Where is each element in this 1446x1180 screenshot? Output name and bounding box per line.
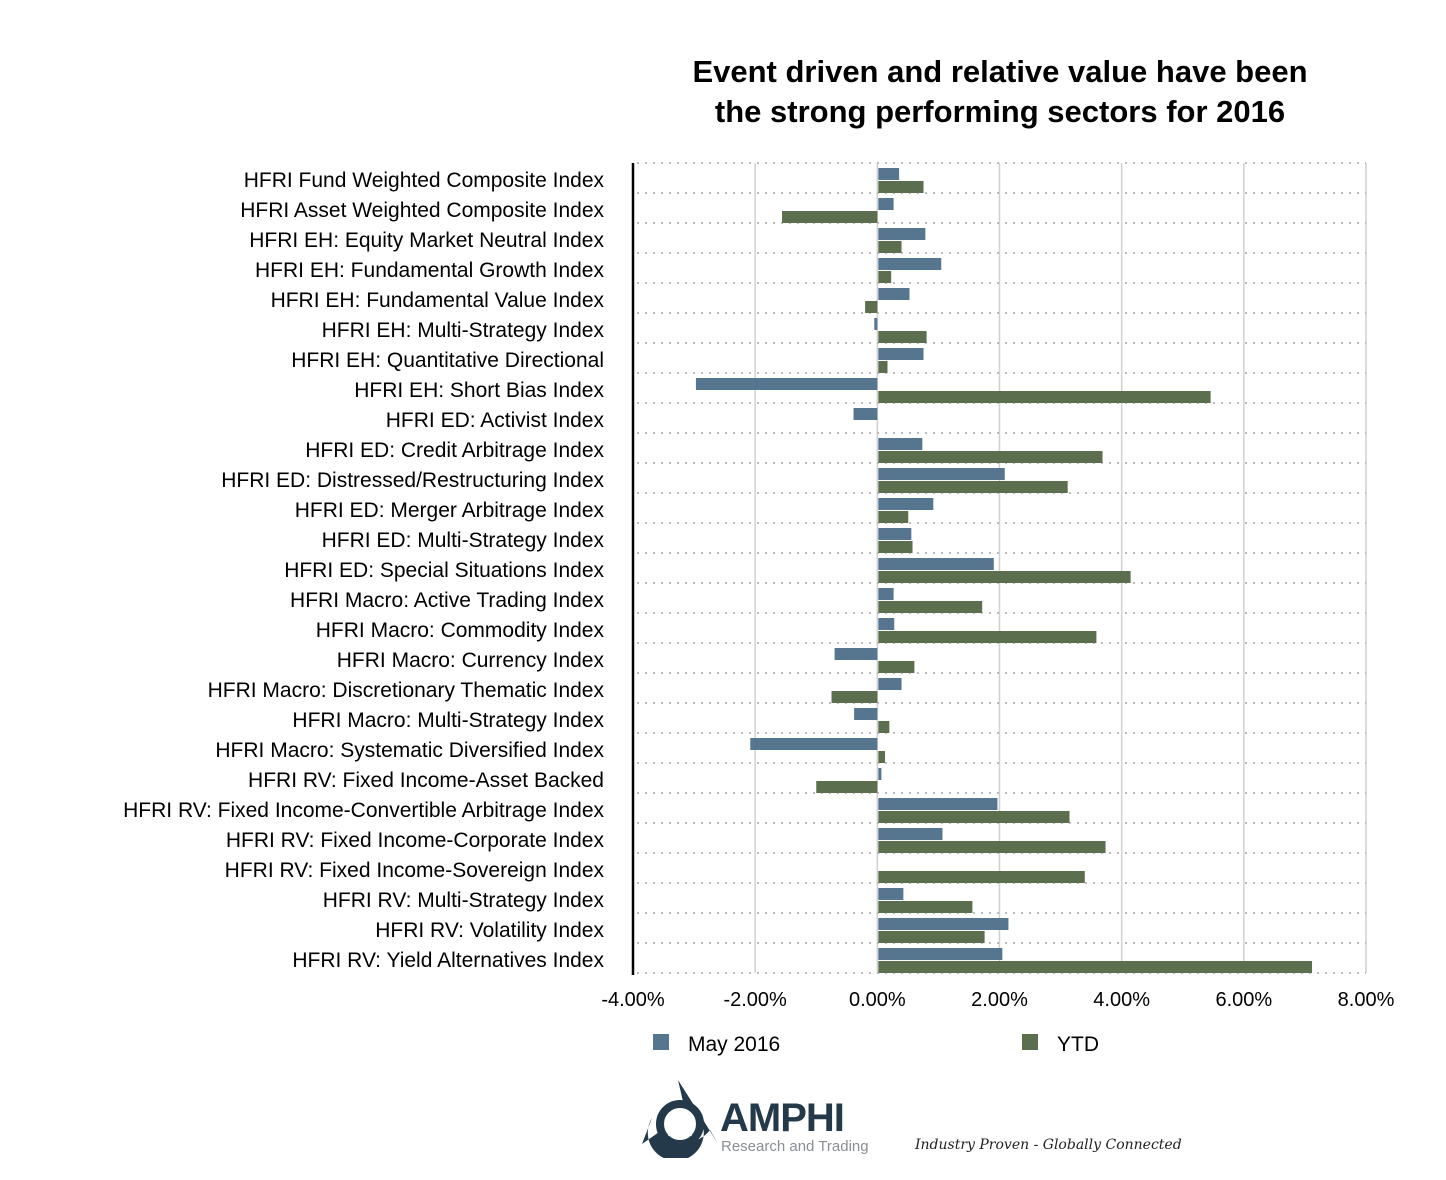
title-line-2: the strong performing sectors for 2016 xyxy=(714,94,1286,129)
legend-swatch xyxy=(1022,1034,1038,1050)
category-label: HFRI ED: Merger Arbitrage Index xyxy=(295,499,605,522)
bar-ytd xyxy=(878,241,902,253)
legend-label: May 2016 xyxy=(688,1033,780,1056)
x-tick-label: -4.00% xyxy=(601,989,665,1011)
bar-ytd xyxy=(878,841,1106,853)
x-tick-label: -2.00% xyxy=(723,989,787,1011)
category-label: HFRI RV: Fixed Income-Asset Backed xyxy=(248,769,604,792)
category-label: HFRI RV: Fixed Income-Convertible Arbitr… xyxy=(123,799,604,822)
x-tick-label: 2.00% xyxy=(971,989,1028,1011)
category-label: HFRI EH: Equity Market Neutral Index xyxy=(249,229,604,252)
category-label: HFRI RV: Fixed Income-Sovereign Index xyxy=(225,859,605,882)
bar-ytd xyxy=(878,451,1103,463)
bar-may xyxy=(878,168,900,180)
chart-title: Event driven and relative value have bee… xyxy=(600,52,1400,132)
bar-may xyxy=(853,408,878,420)
category-label: HFRI RV: Volatility Index xyxy=(375,919,604,942)
category-label: HFRI Macro: Multi-Strategy Index xyxy=(292,709,604,732)
bar-may xyxy=(878,948,1003,960)
bar-may xyxy=(878,228,926,240)
bar-ytd xyxy=(878,661,915,673)
bar-ytd xyxy=(878,271,892,283)
bar-may xyxy=(878,528,912,540)
bar-ytd xyxy=(878,571,1131,583)
logo-subtitle: Research and Trading xyxy=(721,1138,869,1155)
bar-may xyxy=(878,798,998,810)
bar-ytd xyxy=(878,721,890,733)
bar-ytd xyxy=(878,181,924,193)
bar-may xyxy=(878,588,894,600)
bar-may xyxy=(878,468,1005,480)
category-label: HFRI Fund Weighted Composite Index xyxy=(244,169,605,192)
category-label: HFRI ED: Multi-Strategy Index xyxy=(322,529,605,552)
bar-may xyxy=(878,918,1009,930)
bar-may xyxy=(878,288,910,300)
x-tick-label: 6.00% xyxy=(1215,989,1272,1011)
category-label: HFRI Asset Weighted Composite Index xyxy=(240,199,604,222)
category-label: HFRI EH: Short Bias Index xyxy=(354,379,604,402)
bar-ytd xyxy=(878,601,983,613)
bar-ytd xyxy=(878,361,888,373)
bar-may xyxy=(878,498,934,510)
bar-ytd xyxy=(878,961,1313,973)
bar-may xyxy=(878,198,894,210)
category-label: HFRI ED: Special Situations Index xyxy=(284,559,604,582)
bar-may xyxy=(878,888,904,900)
bar-ytd xyxy=(782,211,878,223)
bar-may xyxy=(874,318,878,330)
bar-may xyxy=(878,438,923,450)
bar-ytd xyxy=(878,631,1097,643)
category-label: HFRI Macro: Systematic Diversified Index xyxy=(215,739,604,762)
category-label: HFRI RV: Multi-Strategy Index xyxy=(323,889,605,912)
bar-may xyxy=(878,828,943,840)
bar-ytd xyxy=(878,811,1070,823)
bar-may xyxy=(878,768,882,780)
legend-swatch xyxy=(653,1034,669,1050)
category-label: HFRI EH: Fundamental Value Index xyxy=(271,289,605,312)
category-label: HFRI EH: Fundamental Growth Index xyxy=(255,259,604,282)
bar-may xyxy=(878,678,902,690)
bar-may xyxy=(878,348,924,360)
bar-ytd xyxy=(865,301,878,313)
title-line-1: Event driven and relative value have bee… xyxy=(692,54,1308,89)
amphi-logo-icon xyxy=(642,1080,718,1158)
bar-ytd xyxy=(831,691,878,703)
bar-ytd xyxy=(878,481,1068,493)
category-label: HFRI Macro: Commodity Index xyxy=(316,619,605,642)
category-label: HFRI Macro: Active Trading Index xyxy=(290,589,604,612)
bar-may xyxy=(750,738,878,750)
x-tick-label: 0.00% xyxy=(849,989,906,1011)
category-label: HFRI Macro: Discretionary Thematic Index xyxy=(208,679,605,702)
bar-may xyxy=(695,378,878,390)
bar-ytd xyxy=(878,871,1085,883)
tagline: Industry Proven - Globally Connected xyxy=(915,1137,1182,1153)
bar-ytd xyxy=(878,391,1211,403)
logo-text: AMPHI xyxy=(720,1096,845,1140)
category-label: HFRI Macro: Currency Index xyxy=(337,649,605,672)
bar-ytd xyxy=(878,331,927,343)
bar-may xyxy=(854,708,878,720)
x-tick-label: 4.00% xyxy=(1093,989,1150,1011)
bar-ytd xyxy=(816,781,878,793)
category-label: HFRI RV: Yield Alternatives Index xyxy=(292,949,604,972)
bar-ytd xyxy=(878,751,886,763)
bar-ytd xyxy=(878,511,909,523)
bar-may xyxy=(878,618,895,630)
x-tick-label: 8.00% xyxy=(1338,989,1395,1011)
bar-may xyxy=(834,648,878,660)
category-label: HFRI ED: Activist Index xyxy=(386,409,605,432)
bar-may xyxy=(878,258,942,270)
category-label: HFRI ED: Distressed/Restructuring Index xyxy=(221,469,604,492)
bar-ytd xyxy=(878,931,985,943)
category-label: HFRI EH: Multi-Strategy Index xyxy=(322,319,605,342)
bar-ytd xyxy=(878,541,913,553)
bar-may xyxy=(878,558,994,570)
category-label: HFRI RV: Fixed Income-Corporate Index xyxy=(226,829,605,852)
bar-ytd xyxy=(878,901,973,913)
category-label: HFRI ED: Credit Arbitrage Index xyxy=(305,439,604,462)
category-label: HFRI EH: Quantitative Directional xyxy=(291,349,604,372)
legend-label: YTD xyxy=(1057,1033,1099,1056)
